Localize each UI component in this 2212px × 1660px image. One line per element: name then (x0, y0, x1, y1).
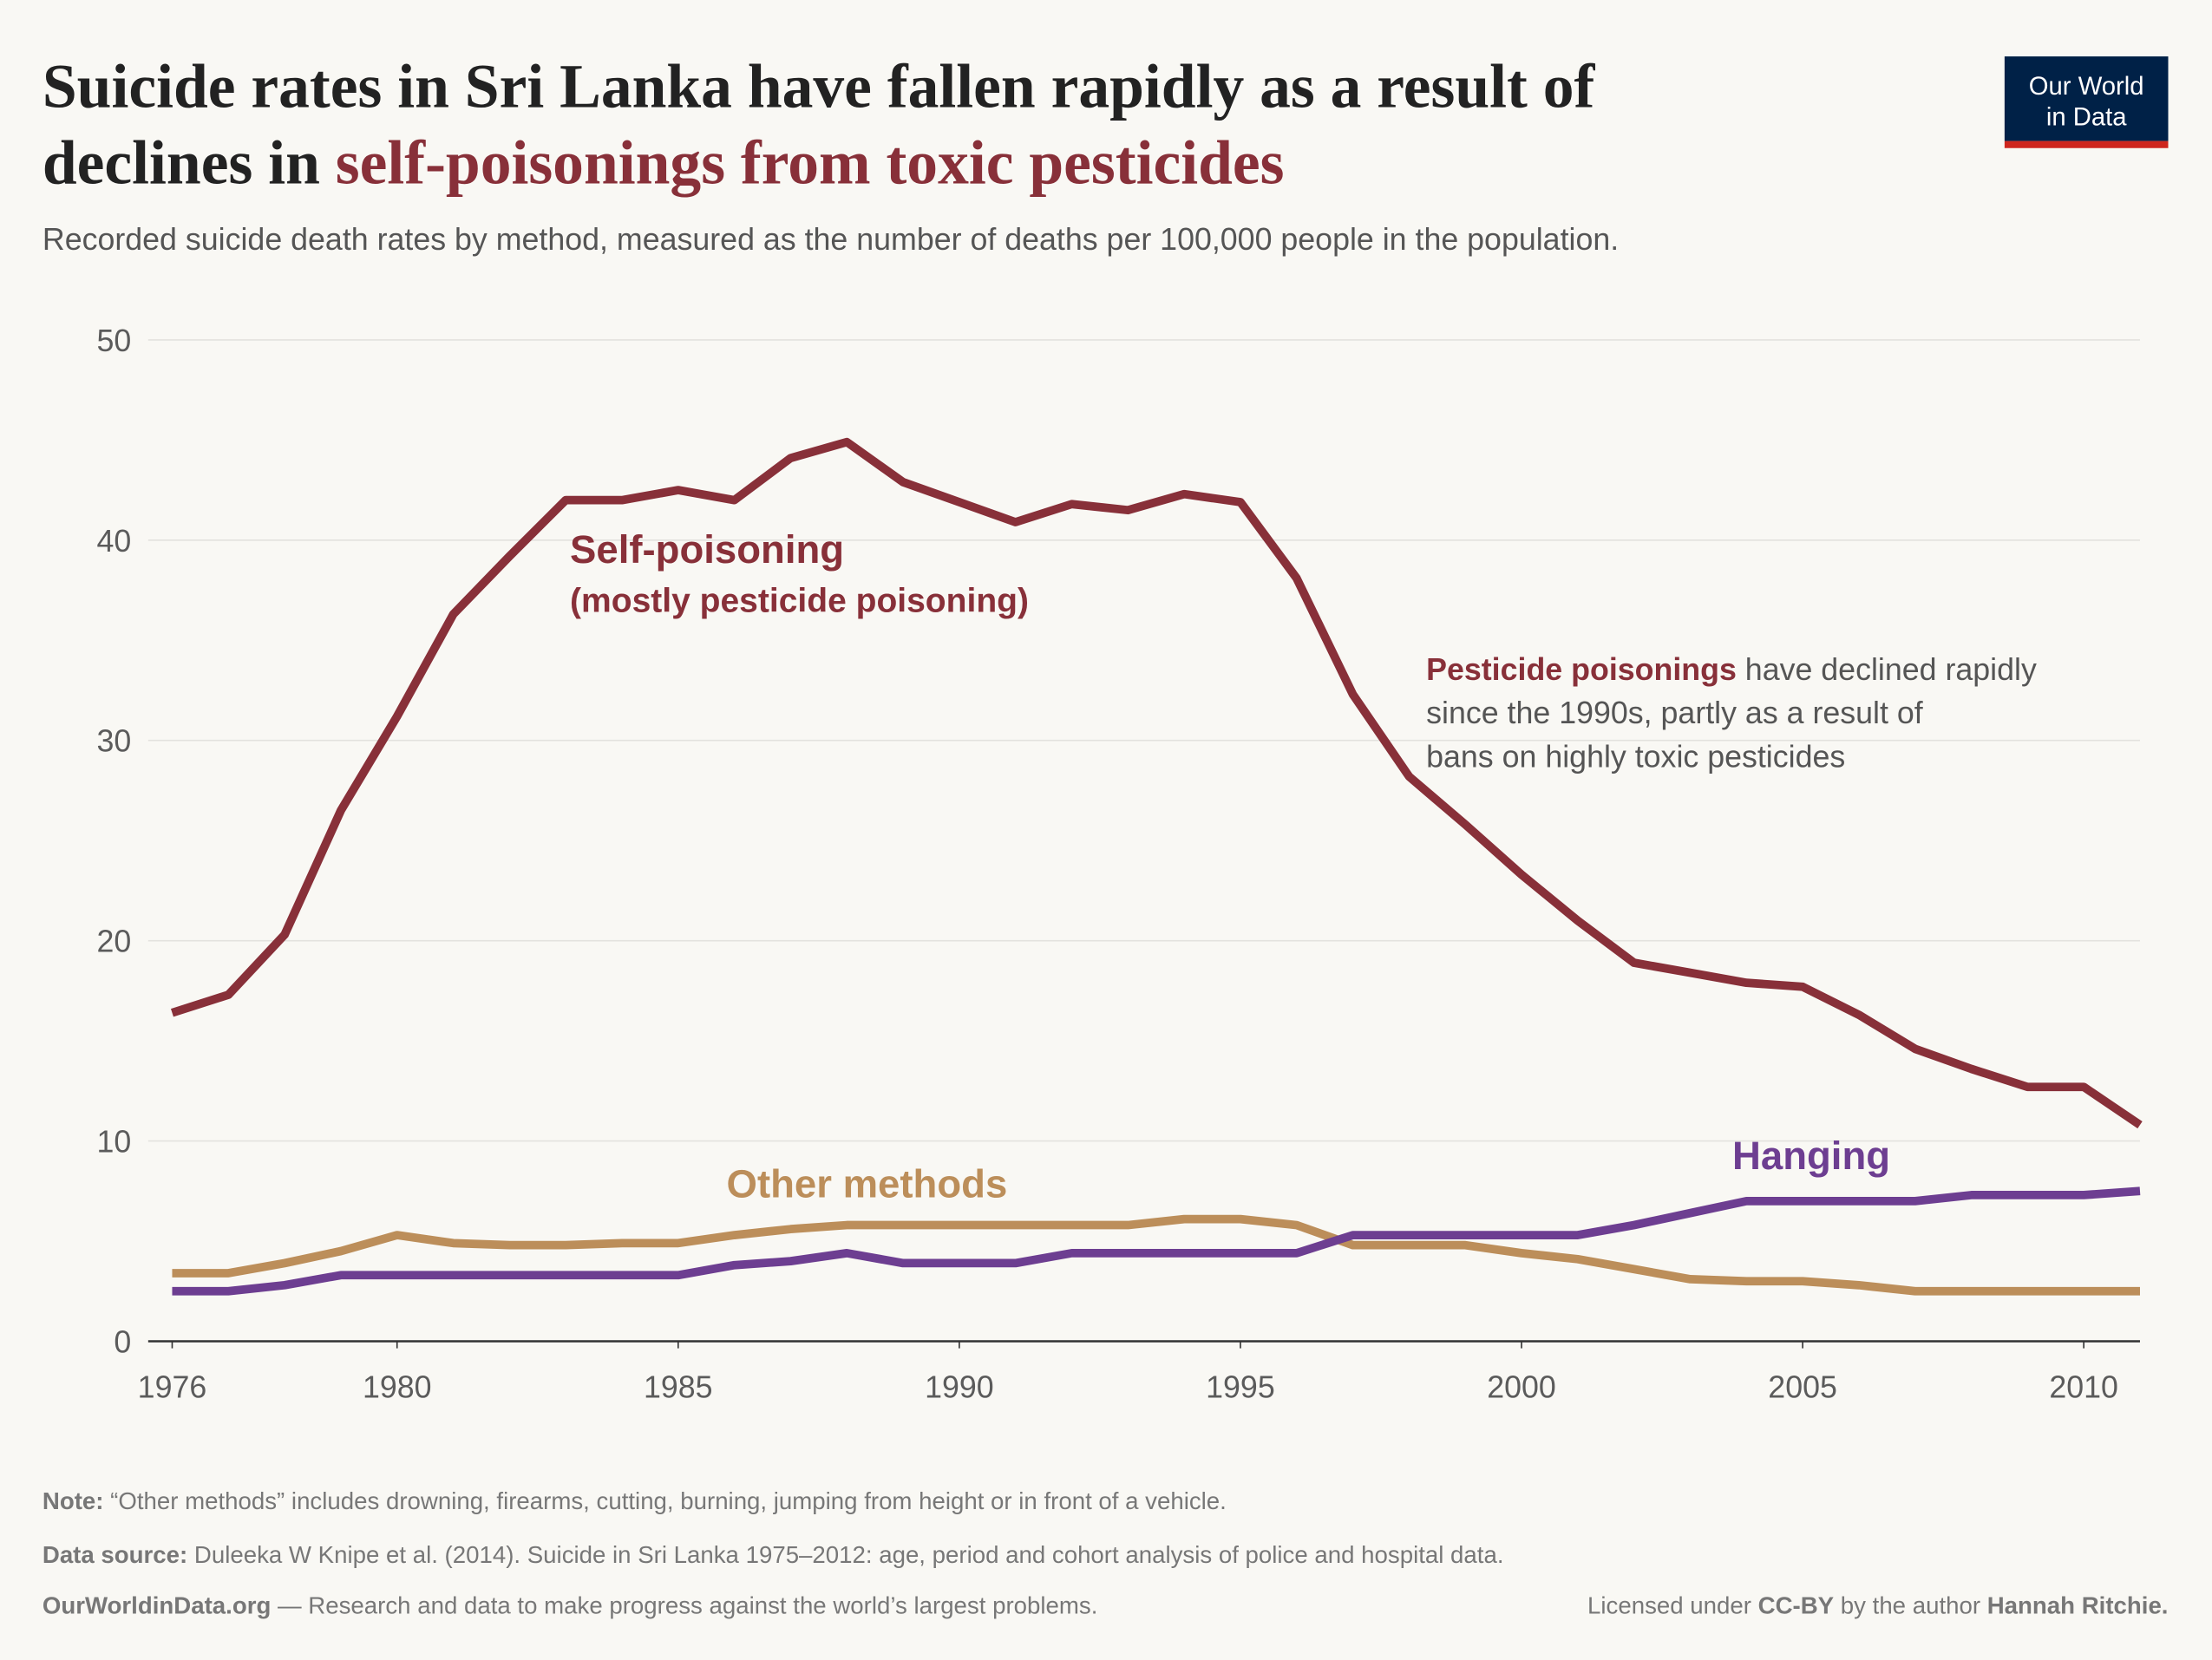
footer-source: Data source: Duleeka W Knipe et al. (201… (43, 1541, 1504, 1568)
series-lines (170, 437, 2143, 1296)
x-tick-label: 1980 (363, 1370, 432, 1405)
x-tick-label: 1985 (644, 1370, 713, 1405)
owid-logo[interactable]: Our World in Data (2004, 56, 2169, 148)
series-line-hanging (172, 1186, 2141, 1296)
subtitle: Recorded suicide death rates by method, … (43, 222, 1619, 257)
y-tick-label: 40 (97, 524, 132, 559)
other-methods-label: Other methods (727, 1162, 1008, 1206)
footer-note: Note: “Other methods” includes drowning,… (43, 1487, 1227, 1514)
logo-line-1: Our World (2029, 73, 2144, 101)
title-line-2: declines in self-poisonings from toxic p… (43, 128, 1285, 197)
footer-site: OurWorldinData.org — Research and data t… (43, 1591, 1098, 1618)
y-tick-label: 30 (97, 724, 132, 759)
svg-text:bans on highly toxic pesticide: bans on highly toxic pesticides (1426, 740, 1845, 774)
x-tick-label: 2005 (1768, 1370, 1837, 1405)
x-axis: 1976 1980 1985 1990 1995 2000 2005 2010 (138, 1340, 2140, 1405)
series-line-other-methods (172, 1214, 2140, 1296)
y-tick-label: 50 (97, 324, 132, 358)
license-link[interactable]: CC-BY (1758, 1591, 1834, 1618)
x-tick-label: 2000 (1487, 1370, 1556, 1405)
pesticide-annotation: Pesticide poisonings have declined rapid… (1426, 652, 2037, 774)
series-line-self-poisoning (170, 437, 2143, 1129)
x-tick-label: 1990 (925, 1370, 994, 1405)
self-poisoning-label: Self-poisoning (570, 527, 844, 572)
y-axis: 0 10 20 30 40 50 (97, 324, 132, 1360)
title-line-1: Suicide rates in Sri Lanka have fallen r… (43, 53, 1596, 121)
svg-text:since the 1990s, partly as a r: since the 1990s, partly as a result of (1426, 696, 1923, 730)
title-highlight: self-poisonings from toxic pesticides (336, 128, 1285, 197)
site-link[interactable]: OurWorldinData.org (43, 1591, 271, 1618)
self-poisoning-sublabel: (mostly pesticide poisoning) (570, 583, 1029, 620)
hanging-label: Hanging (1732, 1134, 1890, 1178)
svg-text:Pesticide poisonings have decl: Pesticide poisonings have declined rapid… (1426, 652, 2037, 687)
y-tick-label: 10 (97, 1125, 132, 1160)
x-tick-label: 1995 (1206, 1370, 1275, 1405)
y-tick-label: 20 (97, 925, 132, 959)
y-gridlines (147, 339, 2140, 1142)
x-tick-label: 1976 (138, 1370, 207, 1405)
x-tick-label: 2010 (2049, 1370, 2118, 1405)
logo-line-2: in Data (2046, 104, 2127, 132)
footer-license: Licensed under CC-BY by the author Hanna… (1587, 1591, 2168, 1618)
y-tick-label: 0 (114, 1324, 131, 1359)
